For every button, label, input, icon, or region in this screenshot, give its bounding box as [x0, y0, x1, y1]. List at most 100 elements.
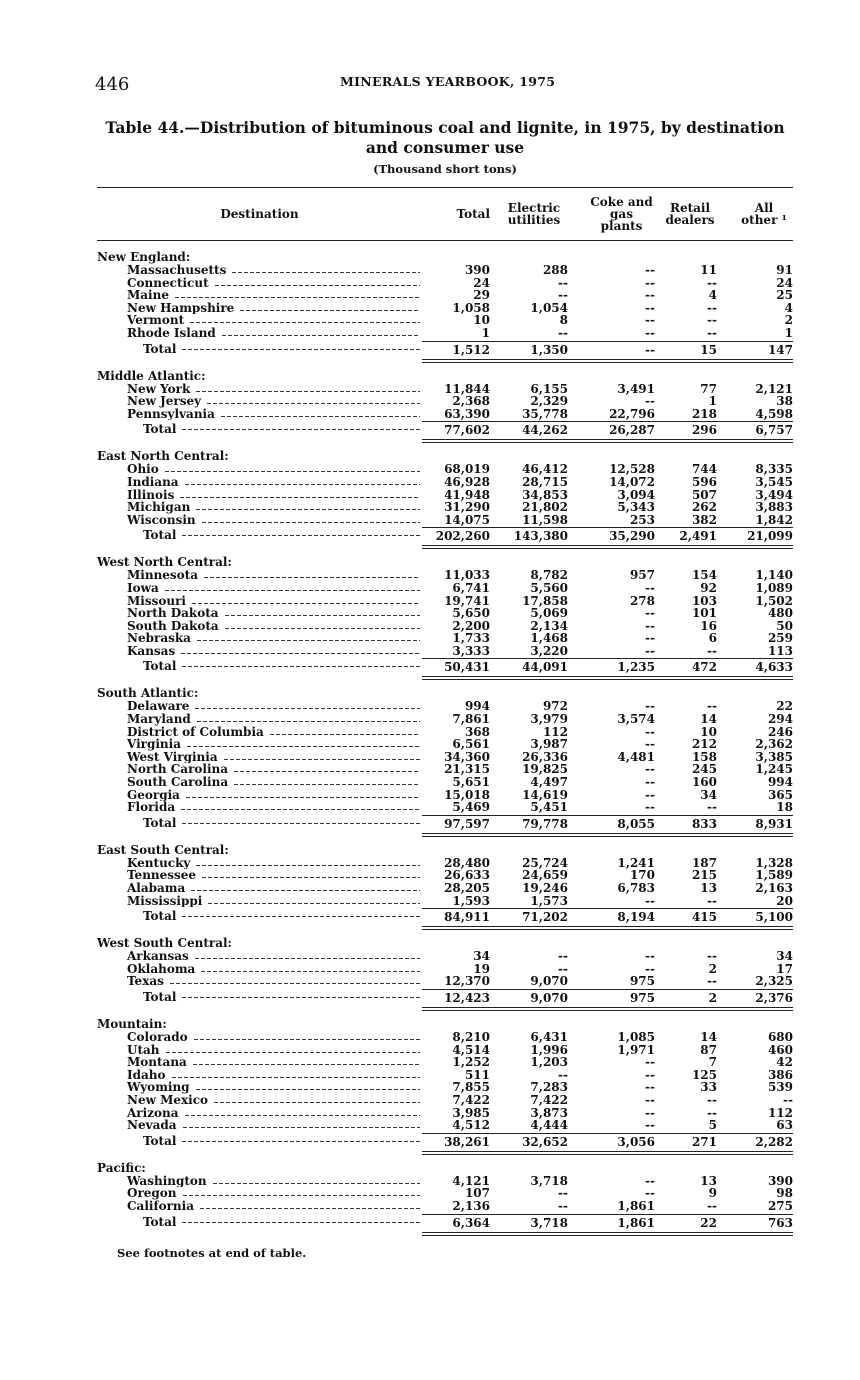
table-row: South Carolina 5,651 4,497 -- 160 994 [97, 776, 793, 789]
all-other-cell: 2,282 [717, 1132, 793, 1150]
region-header: New England: [97, 251, 793, 264]
coke-gas-plants-cell: 278 [629, 593, 655, 608]
coke-gas-plants-cell: 1,235 [568, 658, 655, 675]
dot-leader [191, 882, 420, 891]
destination-label: Idaho [127, 1068, 166, 1082]
electric-utilities-cell: 44,262 [490, 421, 568, 438]
total-row: Total 202,260 143,380 35,290 2,491 21,099 [97, 527, 793, 544]
dot-leader [234, 763, 420, 773]
region-header: West South Central: [97, 937, 793, 950]
electric-utilities-cell: 112 [542, 724, 568, 739]
coke-gas-plants-cell: -- [645, 762, 655, 777]
all-other-cell: 386 [767, 1067, 793, 1082]
destination-label: New Hampshire [127, 301, 235, 315]
destination-label: Total [143, 989, 177, 1004]
retail-dealers-cell: 187 [691, 855, 717, 870]
dot-leader [182, 421, 420, 431]
region-name: Mountain: [97, 1016, 167, 1031]
electric-utilities-cell: -- [558, 275, 568, 290]
electric-utilities-cell: 1,468 [530, 631, 568, 646]
dot-leader [240, 301, 420, 311]
table-row: Montana 1,252 1,203 -- 7 42 [97, 1056, 793, 1069]
table-row: Virginia 6,561 3,987 -- 212 2,362 [97, 738, 793, 751]
destination-cell: Delaware [97, 700, 422, 713]
retail-dealers-cell: -- [707, 325, 717, 340]
destination-label: Massachusetts [127, 264, 227, 277]
total-cell: 8,210 [452, 1029, 490, 1044]
total-cell: 12,423 [422, 988, 490, 1006]
dot-leader [190, 314, 420, 324]
destination-cell: California [97, 1199, 422, 1213]
col-header-coke-gas-plants: Coke and gas plants [590, 195, 653, 233]
total-cell: 1,593 [452, 893, 490, 908]
electric-utilities-cell: 3,979 [530, 712, 568, 727]
destination-label: West Virginia [127, 750, 218, 764]
destination-label: Indiana [127, 475, 179, 489]
electric-utilities-cell: -- [558, 1067, 568, 1082]
all-other-cell: 20 [776, 893, 793, 908]
retail-dealers-cell: 296 [655, 421, 717, 438]
total-cell: 202,260 [422, 527, 490, 544]
all-other-cell: 3,385 [755, 749, 793, 764]
electric-utilities-cell: -- [558, 288, 568, 303]
destination-label: Colorado [127, 1030, 188, 1044]
table-row: Michigan 31,290 21,802 5,343 262 3,883 [97, 501, 793, 514]
coke-gas-plants-cell: -- [645, 1092, 655, 1107]
total-cell: 7,422 [452, 1092, 490, 1107]
retail-dealers-cell: 744 [691, 462, 717, 477]
dot-leader [164, 463, 420, 473]
retail-dealers-cell: 34 [700, 787, 717, 802]
destination-label: Missouri [127, 594, 186, 608]
destination-label: Oklahoma [127, 962, 196, 976]
coke-gas-plants-cell: 3,094 [617, 487, 655, 502]
total-cell: 11,033 [444, 568, 490, 583]
col-header-destination: Destination [220, 207, 299, 221]
electric-utilities-cell: 35,778 [522, 406, 568, 421]
dot-leader [181, 801, 420, 811]
dot-leader [182, 908, 420, 918]
dot-leader [182, 1213, 420, 1223]
table-body: New England: Massachusetts 390 288 -- 11 91 Con… [97, 251, 793, 1236]
coke-gas-plants-cell: -- [645, 606, 655, 621]
all-other-cell: 2,376 [717, 988, 793, 1006]
retail-dealers-cell: 212 [691, 737, 717, 752]
table-row: Massachusetts 390 288 -- 11 91 [97, 264, 793, 277]
coke-gas-plants-cell: -- [645, 1173, 655, 1188]
destination-label: Vermont [127, 314, 185, 327]
dot-leader [182, 1187, 420, 1197]
dot-leader [182, 340, 420, 350]
destination-cell: Michigan [97, 501, 422, 514]
retail-dealers-cell: -- [707, 643, 717, 658]
table-row: Wisconsin 14,075 11,598 253 382 1,842 [97, 514, 793, 527]
col-header-retail-dealers: Retail dealers [665, 201, 715, 227]
destination-cell: Maryland [97, 713, 422, 726]
region-name: South Atlantic: [97, 686, 199, 701]
dot-leader [232, 264, 420, 273]
total-cell: 5,651 [452, 775, 490, 790]
coke-gas-plants-cell: -- [645, 1080, 655, 1095]
retail-dealers-cell: 15 [655, 340, 717, 358]
dot-leader [200, 1199, 420, 1209]
dot-leader [269, 725, 420, 735]
electric-utilities-cell: 5,451 [530, 800, 568, 815]
destination-label: Washington [127, 1174, 207, 1188]
coke-gas-plants-cell: 253 [629, 512, 655, 527]
region-group: Mountain: Colorado 8,210 6,431 1,085 14 680 Uta… [97, 1016, 793, 1155]
total-cell: 24 [473, 275, 490, 290]
all-other-cell: 1,245 [755, 762, 793, 777]
dot-leader [169, 975, 420, 985]
retail-dealers-cell: 596 [691, 474, 717, 489]
dot-leader [182, 527, 420, 537]
destination-label: Pennsylvania [127, 407, 215, 421]
all-other-cell: 763 [717, 1213, 793, 1231]
electric-utilities-cell: 17,858 [522, 593, 568, 608]
electric-utilities-cell: 1,996 [530, 1042, 568, 1057]
double-rule [422, 1150, 793, 1155]
coke-gas-plants-cell: 35,290 [568, 527, 655, 544]
table-row: Kansas 3,333 3,220 -- -- 113 [97, 645, 793, 658]
retail-dealers-cell: 101 [691, 606, 717, 621]
destination-label: Nebraska [127, 632, 191, 645]
coke-gas-plants-cell: 6,783 [617, 881, 655, 895]
coke-gas-plants-cell: 1,861 [617, 1198, 655, 1213]
all-other-cell: 460 [767, 1042, 793, 1057]
